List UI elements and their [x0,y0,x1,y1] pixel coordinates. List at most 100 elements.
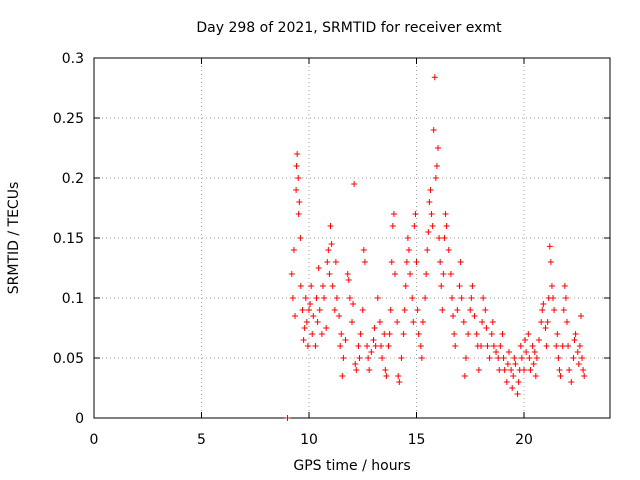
data-point [321,295,328,301]
data-point [315,265,322,271]
y-tick-label: 0.1 [62,291,84,307]
data-point [394,319,401,325]
data-point [529,343,536,349]
data-point [517,343,524,349]
data-point [508,367,515,373]
data-point [572,331,579,337]
data-point [325,247,332,253]
data-point [469,283,476,289]
data-point [542,325,549,331]
data-point [503,379,510,385]
data-point [410,319,417,325]
data-point [452,343,459,349]
chart-title: Day 298 of 2021, SRMTID for receiver exm… [196,20,502,36]
data-point [332,259,339,265]
data-point [288,271,295,277]
data-point [372,343,379,349]
data-point [564,319,570,325]
data-point [295,211,302,217]
data-point [486,355,493,361]
data-point [439,307,446,313]
x-tick-label: 0 [90,432,99,448]
data-point [493,349,500,355]
data-point [500,355,507,361]
data-point [297,235,304,241]
data-point [512,361,519,367]
data-point [339,373,346,379]
data-point [345,277,352,283]
data-point [382,367,389,373]
data-point [574,349,581,355]
data-point [540,301,547,307]
data-point [319,283,326,289]
data-point [349,319,355,325]
data-point [409,295,416,301]
data-point [530,361,537,367]
data-point [324,259,331,265]
data-point [483,325,490,331]
data-point [461,373,468,379]
data-point [357,331,364,337]
data-point [340,355,347,361]
axis-ticks: 0 0.05 0.1 0.15 0.2 0.25 0.3 0 5 10 15 20 [53,51,610,448]
data-point [457,259,464,265]
data-point [510,373,517,379]
data-point [326,271,333,277]
data-point [294,151,301,157]
data-point [576,343,583,349]
data-point [440,271,447,277]
data-point [465,331,472,337]
data-point [333,295,340,301]
x-tick-label: 5 [197,432,206,448]
data-point [539,307,546,313]
data-point [550,295,557,301]
data-point [295,175,302,181]
y-tick-label: 0.05 [53,351,84,367]
data-point [310,313,317,319]
data-point [432,175,439,181]
data-point [442,211,449,217]
data-point [551,307,558,313]
data-point [328,241,335,247]
data-point [386,331,393,337]
data-point [431,74,438,81]
data-point [395,373,402,379]
data-point [370,337,377,343]
data-point [303,319,310,325]
data-point [482,307,489,313]
data-point [438,283,445,289]
data-point [458,295,465,301]
data-point [361,259,368,265]
data-point [301,325,308,331]
data-point [383,373,390,379]
data-point [422,295,429,301]
data-point [364,343,371,349]
y-tick-label: 0.25 [53,111,84,127]
data-point [556,367,563,373]
data-point [515,379,522,385]
data-point [533,355,540,361]
data-point [314,319,321,325]
data-point [501,367,508,373]
data-point [546,243,553,250]
data-point [365,355,372,361]
data-point [577,313,584,319]
data-point [518,355,525,361]
data-point [300,337,307,343]
data-point [329,283,336,289]
data-point [436,235,443,241]
data-point [447,271,454,277]
data-point [532,373,539,379]
data-point [495,355,502,361]
data-point [379,355,386,361]
data-point [405,247,412,253]
data-point [462,355,469,361]
x-axis-label: GPS time / hours [293,458,410,474]
data-point [352,361,359,367]
data-point [331,307,338,313]
data-point [504,361,511,367]
data-point [425,229,432,235]
data-point [430,127,437,133]
data-point [344,271,351,277]
data-point [418,355,425,361]
